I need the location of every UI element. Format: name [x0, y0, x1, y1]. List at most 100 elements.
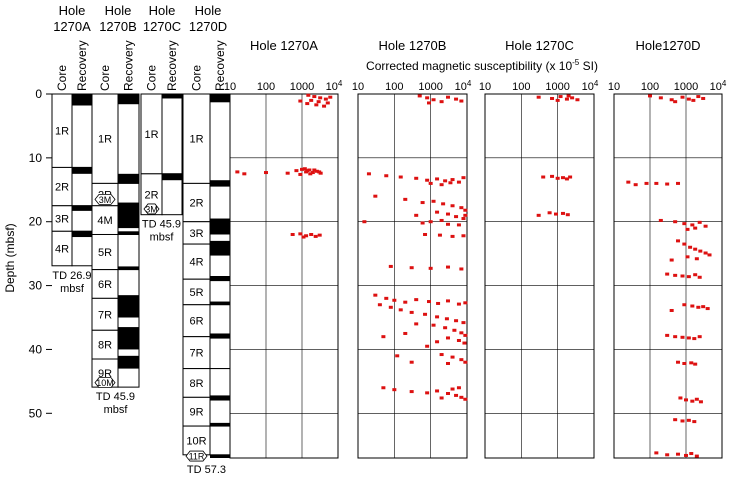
recovery-column-label: Recovery — [165, 40, 179, 91]
recovery-interval — [209, 93, 231, 184]
data-point — [304, 234, 309, 238]
x-tick-base: 10 — [710, 81, 722, 93]
data-point — [684, 398, 688, 402]
panel-title: Hole 1270C — [505, 38, 574, 53]
total-depth-unit: mbsf — [150, 232, 175, 244]
data-point — [696, 95, 701, 99]
wash-core-tag-label: 3M — [145, 204, 158, 214]
data-point — [658, 96, 663, 100]
data-point — [362, 220, 367, 224]
data-point — [678, 396, 683, 400]
x-tick-exponent: 4 — [467, 79, 472, 88]
data-point — [373, 293, 378, 297]
data-point — [698, 249, 703, 253]
data-point — [298, 172, 303, 176]
data-point — [450, 355, 455, 359]
hole-header-line2: 1270B — [99, 19, 137, 34]
recovered-section — [118, 327, 139, 350]
data-point — [554, 212, 559, 216]
data-point — [431, 98, 436, 102]
data-point — [550, 174, 555, 178]
data-point — [694, 454, 699, 458]
data-point — [680, 274, 685, 278]
recovered-section — [118, 266, 139, 270]
data-point — [439, 218, 444, 222]
core-interval — [182, 278, 211, 306]
data-point — [384, 296, 389, 300]
panel-frame — [229, 93, 339, 459]
core-column-label: Core — [145, 65, 159, 91]
recovered-section — [72, 205, 92, 211]
panel-frame — [357, 93, 468, 459]
data-point — [388, 264, 393, 268]
data-point — [689, 452, 694, 456]
panel-title: Hole 1270A — [250, 38, 318, 53]
recovered-section — [118, 355, 139, 369]
data-point — [703, 251, 708, 255]
data-point — [570, 96, 575, 100]
data-point — [459, 99, 464, 103]
data-point — [314, 169, 319, 173]
data-point — [461, 217, 466, 221]
data-point — [446, 361, 451, 365]
recovered-section — [118, 202, 139, 229]
data-point — [454, 215, 459, 219]
data-point — [316, 100, 321, 104]
data-point — [409, 390, 414, 394]
data-point — [435, 389, 440, 393]
core-name-label: 9R — [98, 368, 112, 380]
data-point — [686, 97, 691, 101]
data-point — [235, 170, 240, 174]
data-point — [409, 360, 414, 364]
data-point — [309, 232, 314, 236]
recovered-section — [210, 180, 230, 187]
recovery-column-label: Recovery — [122, 40, 136, 91]
data-point — [459, 206, 464, 210]
data-point — [686, 275, 691, 279]
data-point — [456, 223, 461, 227]
data-point — [409, 310, 414, 314]
y-tick-label: 20 — [29, 215, 43, 229]
core-name-label: 6R — [189, 316, 203, 328]
data-point — [536, 95, 541, 99]
data-point — [450, 234, 455, 238]
x-tick-label: 10 — [479, 81, 491, 93]
core-name-label: 5R — [98, 247, 112, 259]
data-point — [575, 98, 580, 102]
x-tick-label: 100 — [512, 81, 530, 93]
x-tick-label: 10 — [224, 81, 236, 93]
data-point — [691, 98, 696, 102]
data-point — [459, 358, 464, 362]
data-point — [264, 171, 268, 175]
data-point — [403, 331, 408, 335]
wash-core-tag-label: 10M — [96, 378, 114, 388]
x-tick-label: 100 — [385, 81, 403, 93]
recovery-column-label: Recovery — [213, 40, 227, 91]
data-point — [676, 452, 681, 456]
data-point — [446, 222, 451, 226]
core-column-label: Core — [190, 65, 204, 91]
data-point — [300, 167, 304, 171]
recovery-column-label: Recovery — [75, 40, 89, 91]
data-point — [443, 179, 448, 183]
data-point — [437, 233, 442, 237]
recovery-interval — [209, 425, 231, 456]
data-point — [392, 388, 397, 392]
data-point — [435, 177, 440, 181]
data-point — [373, 194, 378, 198]
y-tick-label: 0 — [35, 87, 42, 101]
data-point — [312, 95, 317, 99]
data-point — [428, 181, 433, 185]
data-point — [680, 95, 685, 99]
data-point — [456, 338, 461, 342]
data-point — [409, 266, 414, 270]
total-depth-unit: mbsf — [104, 404, 129, 416]
data-point — [431, 323, 436, 327]
data-point — [328, 95, 333, 99]
data-point — [446, 299, 451, 303]
data-point — [425, 391, 430, 395]
core-name-label: 4R — [55, 244, 69, 256]
data-point — [555, 176, 560, 180]
